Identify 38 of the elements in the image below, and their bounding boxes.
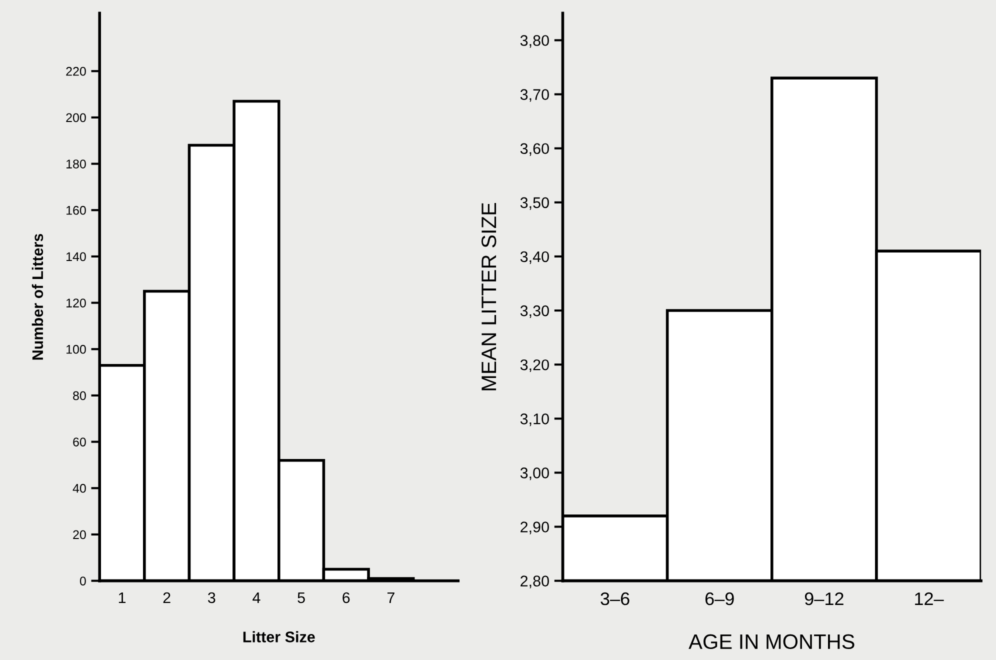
y-tick-label: 2,90	[520, 522, 549, 534]
x-tick-label: 12–	[915, 592, 944, 605]
y-tick-label: 160	[66, 206, 86, 215]
y-tick-label: 140	[66, 252, 86, 262]
y-tick-label: 220	[66, 66, 86, 76]
y-tick-label: 3,30	[520, 305, 549, 318]
y-tick-label: 200	[66, 113, 86, 122]
y-tick-label: 0	[80, 576, 86, 586]
x-axis-title: AGE IN MONTHS	[688, 634, 854, 650]
y-tick-label: 2,80	[520, 576, 549, 588]
y-tick-label: 60	[73, 438, 86, 446]
y-tick-label: 3,50	[520, 197, 549, 210]
y-tick-label: 3,20	[520, 359, 549, 372]
x-tick-label: 9–12	[804, 592, 844, 606]
x-tick-label: 6	[342, 592, 350, 604]
y-tick-label: 3,60	[520, 143, 549, 156]
x-tick-label: 6–9	[705, 592, 734, 606]
y-axis-title: MEAN LITTER SIZE	[482, 202, 496, 390]
y-tick-label: 3,70	[520, 89, 549, 102]
y-tick-label: 80	[73, 391, 86, 400]
y-tick-label: 180	[66, 160, 86, 168]
x-tick-label: 3	[208, 592, 216, 604]
y-axis-title: Number of Litters	[32, 234, 44, 360]
x-tick-label: 2	[163, 592, 170, 603]
x-axis-title: Litter Size	[243, 631, 315, 642]
y-tick-label: 100	[66, 344, 86, 354]
x-tick-label: 3–6	[600, 592, 630, 606]
x-tick-label: 1	[118, 592, 126, 603]
y-tick-label: 3,40	[520, 251, 549, 264]
y-tick-label: 3,10	[520, 413, 549, 426]
y-tick-label: 3,00	[520, 468, 549, 480]
x-tick-label: 7	[387, 592, 394, 603]
x-tick-label: 5	[298, 592, 305, 604]
y-tick-label: 40	[72, 484, 86, 493]
y-tick-label: 20	[73, 530, 86, 540]
y-tick-label: 120	[66, 298, 86, 308]
y-tick-label: 3,80	[520, 35, 549, 48]
x-tick-label: 4	[252, 592, 260, 603]
